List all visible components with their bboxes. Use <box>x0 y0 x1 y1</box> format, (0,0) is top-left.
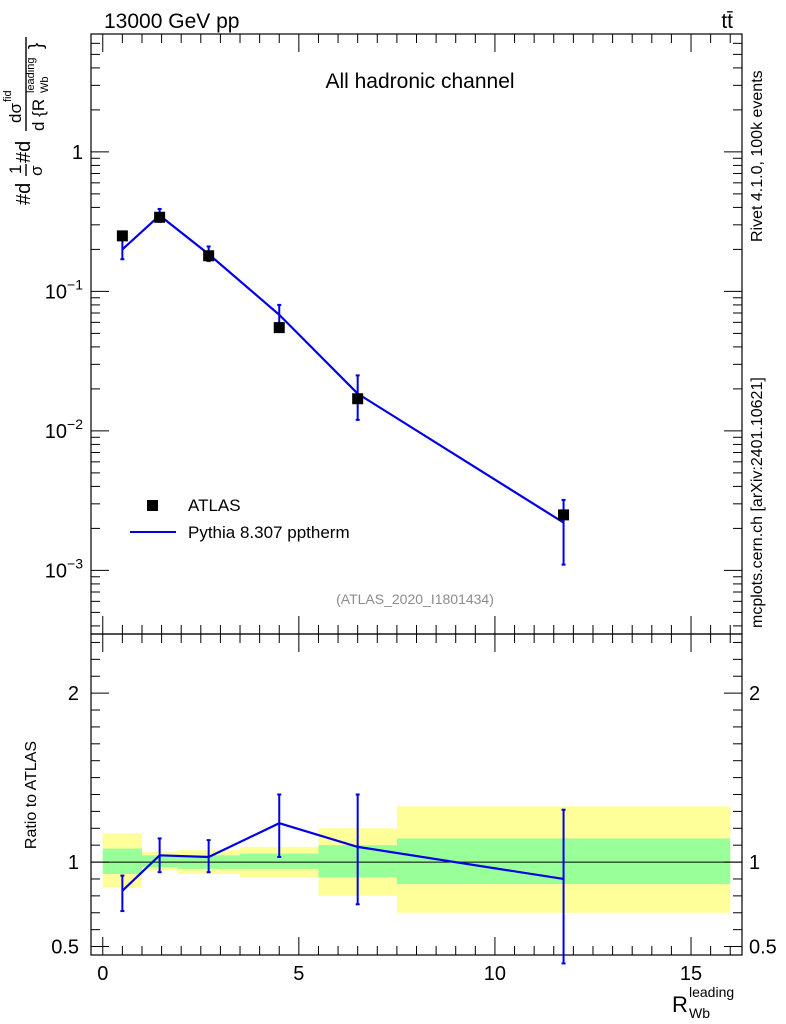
data-point <box>154 211 166 223</box>
inner-band <box>240 853 319 869</box>
y-tick-label: 10−2 <box>45 416 83 443</box>
ratio-plot-axes: 0.5 0.5 1 1 2 2 0 5 10 15 <box>51 633 777 985</box>
mc-line <box>121 214 565 524</box>
ylabel-mid: #d <box>13 141 35 163</box>
ratio-y-tick-label-right: 2 <box>749 683 760 705</box>
mcplots-label: mcplots.cern.ch [arXiv:2401.10621] <box>749 377 766 628</box>
ylabel-frac1-num: 1 <box>6 165 25 174</box>
analysis-label: (ATLAS_2020_I1801434) <box>336 591 494 607</box>
legend: ATLAS Pythia 8.307 pptherm <box>130 496 350 542</box>
inner-band <box>102 848 142 874</box>
ratio-y-axis-label: Ratio to ATLAS <box>23 741 40 849</box>
main-plot-panel: 1 10−1 10−2 10−3 All hadronic channel (ATLA… <box>2 33 743 635</box>
process-label: tt̄ <box>721 10 733 33</box>
x-axis-label: R Wb leading <box>672 984 734 1021</box>
plot-title: All hadronic channel <box>325 70 514 93</box>
ratio-line <box>121 822 564 892</box>
ylabel-close: } <box>26 43 47 49</box>
data-point <box>558 509 570 521</box>
xlabel-main: R <box>672 992 688 1017</box>
ratio-y-tick-label-right: 0.5 <box>749 937 777 959</box>
main-plot-frame <box>90 33 743 635</box>
x-tick-label: 15 <box>680 963 702 985</box>
x-tick-label: 10 <box>484 963 506 985</box>
ylabel-frac2-num: dσ <box>6 103 25 123</box>
legend-label-pythia: Pythia 8.307 pptherm <box>188 523 350 542</box>
xlabel-sub: Wb <box>689 1005 710 1021</box>
main-plot-axes: 1 10−1 10−2 10−3 <box>45 33 743 635</box>
rivet-label: Rivet 4.1.0, 100k events <box>749 70 766 242</box>
ratio-y-tick-label-right: 1 <box>749 852 760 874</box>
legend-label-atlas: ATLAS <box>188 496 241 515</box>
ratio-uncertainty-bands <box>102 806 731 913</box>
ylabel-prefix: #d <box>13 183 35 205</box>
energy-label: 13000 GeV pp <box>104 10 239 33</box>
ratio-y-tick-label: 1 <box>68 852 79 874</box>
data-series <box>116 211 570 521</box>
ylabel-frac2-den-sub: Wb <box>39 77 51 94</box>
xlabel-sup: leading <box>689 984 734 1000</box>
ratio-plot-panel: 0.5 0.5 1 1 2 2 0 5 10 15 Ratio to ATLAS R Wb lea… <box>23 633 777 1021</box>
ratio-y-tick-label: 0.5 <box>51 937 79 959</box>
ylabel-frac2-num-sup: fid <box>2 90 14 102</box>
y-tick-label: 10−1 <box>45 276 83 303</box>
y-tick-label: 10−3 <box>45 555 83 582</box>
ratio-mc-series <box>120 793 566 965</box>
data-point <box>352 393 364 405</box>
data-point <box>116 230 128 242</box>
ylabel-frac2-den-sup: leading <box>25 58 37 93</box>
legend-marker-atlas <box>147 500 158 511</box>
x-tick-label: 0 <box>97 963 108 985</box>
main-y-axis-label: #d 1 σ #d dσ fid d {R Wb leading } <box>2 37 51 205</box>
mc-series <box>120 207 566 566</box>
data-point <box>203 250 215 262</box>
x-tick-label: 5 <box>293 963 304 985</box>
ylabel-frac1-den: σ <box>27 165 46 176</box>
ratio-y-tick-label: 2 <box>68 683 79 705</box>
data-point <box>273 322 285 334</box>
y-tick-label: 1 <box>72 142 83 164</box>
ylabel-frac2-den: d {R <box>29 99 48 131</box>
